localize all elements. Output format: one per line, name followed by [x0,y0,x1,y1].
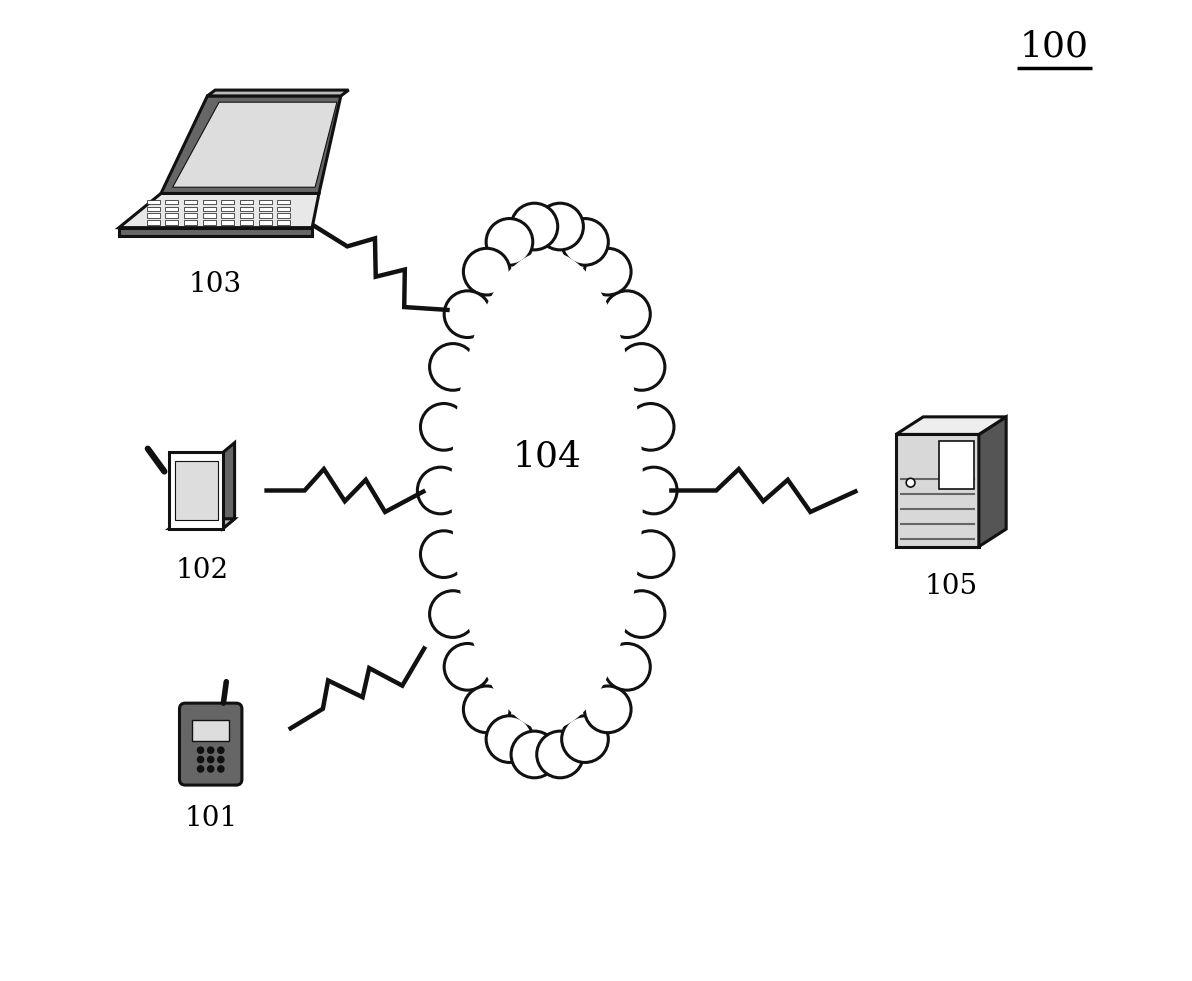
Bar [184,214,197,218]
Circle shape [486,716,533,762]
Polygon shape [173,102,337,187]
Polygon shape [896,417,1006,435]
Circle shape [486,219,533,265]
Text: 100: 100 [1020,29,1089,64]
Bar [147,221,160,225]
Polygon shape [119,193,319,228]
Bar [222,200,235,204]
Circle shape [207,756,213,762]
Circle shape [561,219,608,265]
Circle shape [631,467,677,514]
Circle shape [511,731,558,778]
Circle shape [603,290,651,337]
Bar [169,452,223,529]
Circle shape [619,343,665,390]
Bar [278,221,291,225]
Circle shape [218,766,224,772]
Bar [259,200,272,204]
Circle shape [218,748,224,753]
Text: 105: 105 [925,574,977,600]
Bar [278,207,291,211]
Bar [240,221,253,225]
Bar [259,221,272,225]
Bar [203,214,216,218]
Circle shape [584,686,631,733]
Polygon shape [979,417,1006,546]
Circle shape [619,591,665,638]
Polygon shape [223,442,235,529]
Circle shape [536,731,583,778]
Bar [166,214,179,218]
Bar [184,207,197,211]
Polygon shape [161,96,341,193]
Bar [240,200,253,204]
Bar [147,214,160,218]
Circle shape [207,748,213,753]
Bar [259,207,272,211]
Text: 104: 104 [513,439,582,474]
Circle shape [429,343,477,390]
Text: 101: 101 [184,804,237,832]
Bar [192,719,229,741]
Polygon shape [169,519,235,529]
Circle shape [536,203,583,250]
Circle shape [445,644,491,691]
Circle shape [218,756,224,762]
Bar [203,200,216,204]
FancyBboxPatch shape [180,703,242,785]
Bar [203,221,216,225]
Circle shape [421,531,467,578]
Circle shape [584,248,631,295]
Bar [203,207,216,211]
Circle shape [417,467,464,514]
Circle shape [464,686,510,733]
Bar [147,200,160,204]
Bar [222,214,235,218]
Circle shape [429,591,477,638]
Bar [166,200,179,204]
Bar [166,221,179,225]
Bar [174,460,217,521]
Bar [166,207,179,211]
Circle shape [207,766,213,772]
Bar [147,207,160,211]
Polygon shape [119,228,312,236]
Text: 103: 103 [190,271,242,298]
Circle shape [627,403,673,450]
Bar [240,214,253,218]
Circle shape [561,716,608,762]
Bar [222,207,235,211]
Circle shape [906,479,915,488]
Bar [184,200,197,204]
Polygon shape [207,90,348,96]
Bar [184,221,197,225]
Circle shape [421,403,467,450]
Circle shape [198,748,204,753]
Bar [240,207,253,211]
Polygon shape [896,435,979,546]
Ellipse shape [452,251,644,730]
Ellipse shape [446,237,648,744]
Circle shape [445,290,491,337]
Text: 102: 102 [175,557,229,584]
Circle shape [603,644,651,691]
Bar [278,200,291,204]
Bar [939,441,974,489]
Bar [222,221,235,225]
Bar [259,214,272,218]
Circle shape [627,531,673,578]
Bar [278,214,291,218]
Circle shape [511,203,558,250]
Circle shape [198,766,204,772]
Circle shape [198,756,204,762]
Circle shape [464,248,510,295]
